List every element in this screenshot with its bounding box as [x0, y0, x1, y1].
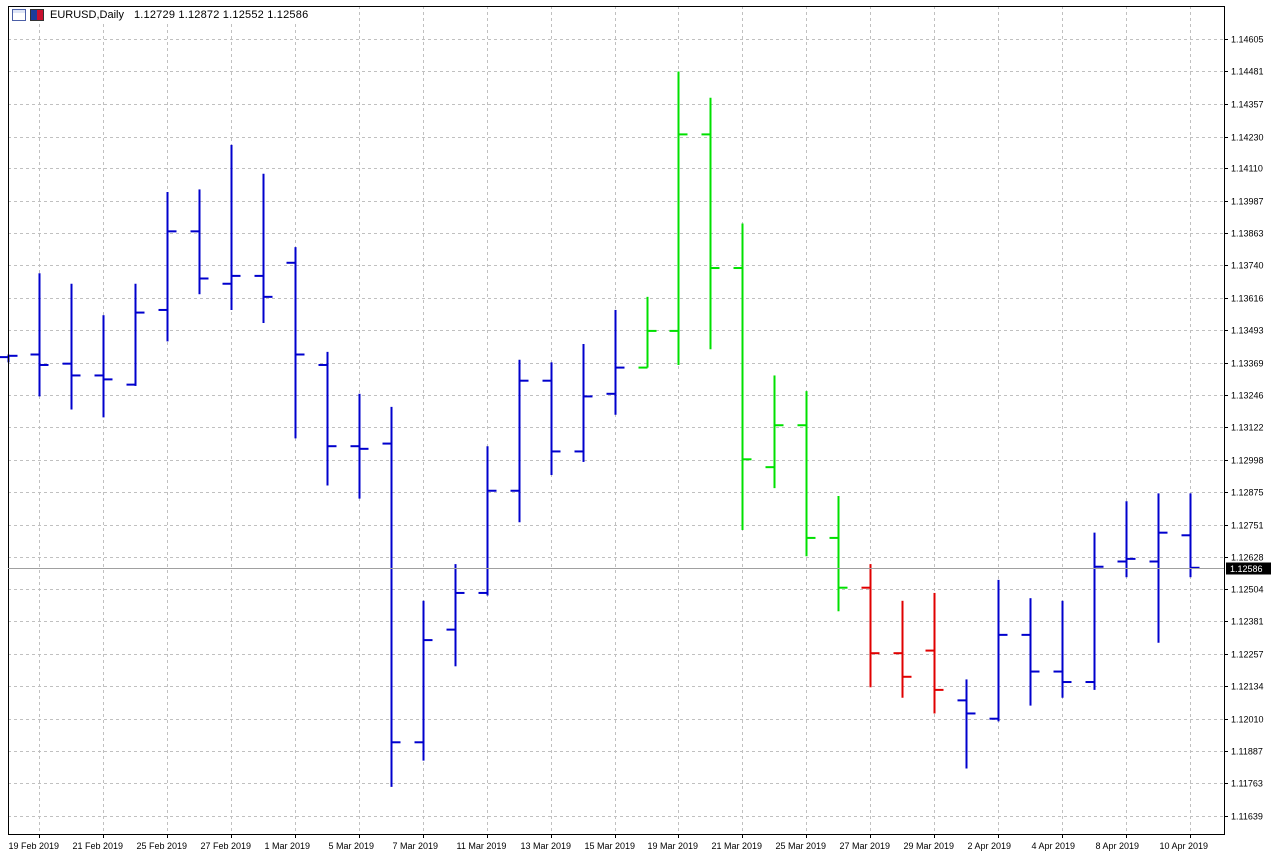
price-tick-label: 1.13987 [1231, 197, 1264, 207]
ohlc-bar[interactable] [126, 283, 145, 386]
date-tick-label: 21 Feb 2019 [73, 841, 124, 851]
ohlc-bar[interactable] [62, 283, 81, 410]
ohlc-bar[interactable] [350, 393, 369, 499]
ohlc-bar[interactable] [925, 592, 944, 714]
price-tick-label: 1.12010 [1231, 715, 1264, 725]
date-tick-label: 25 Feb 2019 [137, 841, 188, 851]
ohlc-bar[interactable] [190, 189, 209, 295]
price-tick-label: 1.12381 [1231, 617, 1264, 627]
ohlc-bar[interactable] [861, 564, 880, 688]
ohlc-bar[interactable] [733, 223, 752, 531]
ohlc-bar[interactable] [1181, 493, 1200, 578]
ohlc-bar[interactable] [1085, 532, 1104, 690]
current-price-marker: 1.12586 [8, 562, 1271, 575]
ohlc-bar[interactable] [254, 173, 273, 324]
ohlc-bar[interactable] [1117, 501, 1136, 578]
ohlc-readout: 1.12729 1.12872 1.12552 1.12586 [133, 9, 309, 21]
flag-icon [30, 9, 44, 21]
ohlc-bar[interactable] [893, 600, 912, 698]
price-tick-label: 1.13122 [1231, 423, 1264, 433]
price-tick-label: 1.12134 [1231, 682, 1264, 692]
ohlc-bar[interactable] [606, 309, 625, 415]
date-tick-label: 27 Feb 2019 [201, 841, 252, 851]
price-tick-label: 1.12875 [1231, 488, 1264, 498]
ohlc-bar[interactable] [957, 679, 976, 769]
time-axis[interactable]: 19 Feb 2019 21 Feb 2019 25 Feb 2019 27 Feb … [9, 834, 1209, 851]
price-tick-label: 1.13616 [1231, 294, 1264, 304]
price-tick-label: 1.11639 [1231, 812, 1263, 822]
price-tick-label: 1.14481 [1231, 67, 1264, 77]
ohlc-bar[interactable] [1021, 598, 1040, 706]
ohlc-bar[interactable] [382, 406, 401, 787]
symbol-timeframe: EURUSD,Daily [50, 9, 124, 21]
ohlc-bar[interactable] [94, 315, 113, 418]
date-tick-label: 29 Mar 2019 [904, 841, 955, 851]
price-tick-label: 1.13246 [1231, 391, 1264, 401]
price-tick-label: 1.13493 [1231, 326, 1264, 336]
chart-header: EURUSD,Daily 1.12729 1.12872 1.12552 1.1… [12, 7, 313, 23]
date-tick-label: 10 Apr 2019 [1160, 841, 1209, 851]
date-tick-label: 1 Mar 2019 [265, 841, 311, 851]
ohlc-bar[interactable] [478, 446, 497, 596]
ohlc-bar[interactable] [414, 600, 433, 761]
ohlc-bar[interactable] [222, 144, 241, 310]
date-tick-label: 11 Mar 2019 [457, 841, 507, 851]
price-tick-label: 1.12628 [1231, 553, 1264, 563]
ohlc-bar[interactable] [638, 296, 657, 369]
price-tick-label: 1.14605 [1231, 35, 1264, 45]
ohlc-bar[interactable] [510, 359, 529, 523]
date-tick-label: 8 Apr 2019 [1096, 841, 1140, 851]
ohlc-bar[interactable] [446, 564, 465, 667]
ohlc-bar[interactable] [829, 495, 848, 612]
ohlc-bar[interactable] [30, 273, 49, 397]
ohlc-bar[interactable] [286, 247, 305, 439]
date-tick-label: 5 Mar 2019 [329, 841, 375, 851]
current-price-box [1226, 562, 1271, 575]
price-tick-label: 1.12257 [1231, 650, 1264, 660]
ohlc-bar[interactable] [318, 351, 337, 486]
price-tick-label: 1.13740 [1231, 261, 1264, 271]
price-tick-label: 1.12998 [1231, 456, 1264, 466]
date-tick-label: 15 Mar 2019 [585, 841, 636, 851]
price-axis[interactable]: 1.14605 1.14481 1.14357 1.14230 1.14110 1.139… [1224, 35, 1264, 822]
date-tick-label: 7 Mar 2019 [393, 841, 439, 851]
ohlc-bar[interactable] [1053, 600, 1072, 698]
ohlc-bar[interactable] [701, 97, 720, 350]
date-tick-label: 25 Mar 2019 [776, 841, 827, 851]
ohlc-bar[interactable] [542, 362, 561, 476]
ohlc-bar[interactable] [765, 375, 784, 489]
ohlc-bar[interactable] [574, 344, 593, 462]
price-tick-label: 1.11887 [1231, 747, 1263, 757]
date-tick-label: 4 Apr 2019 [1032, 841, 1076, 851]
ohlc-bar[interactable] [158, 192, 177, 342]
ohlc-bar[interactable] [989, 579, 1008, 722]
date-tick-label: 13 Mar 2019 [521, 841, 572, 851]
date-tick-label: 21 Mar 2019 [712, 841, 763, 851]
window-icon[interactable] [12, 9, 26, 21]
price-tick-label: 1.14357 [1231, 100, 1264, 110]
ohlc-bar[interactable] [797, 391, 816, 557]
current-price-label: 1.12586 [1230, 564, 1263, 574]
price-tick-label: 1.11763 [1231, 779, 1263, 789]
price-tick-label: 1.13369 [1231, 359, 1264, 369]
date-tick-label: 19 Feb 2019 [9, 841, 60, 851]
price-tick-label: 1.12504 [1231, 585, 1264, 595]
plot-border [8, 6, 1225, 835]
date-tick-label: 19 Mar 2019 [648, 841, 699, 851]
price-bars[interactable] [0, 71, 1200, 787]
ohlc-bar[interactable] [669, 71, 688, 365]
price-tick-label: 1.14110 [1231, 164, 1263, 174]
price-tick-label: 1.13863 [1231, 229, 1264, 239]
date-tick-label: 2 Apr 2019 [968, 841, 1012, 851]
date-tick-label: 27 Mar 2019 [840, 841, 891, 851]
grid-lines [8, 6, 1224, 834]
price-tick-label: 1.12751 [1231, 521, 1264, 531]
price-tick-label: 1.14230 [1231, 133, 1264, 143]
chart-frame [8, 6, 1225, 835]
